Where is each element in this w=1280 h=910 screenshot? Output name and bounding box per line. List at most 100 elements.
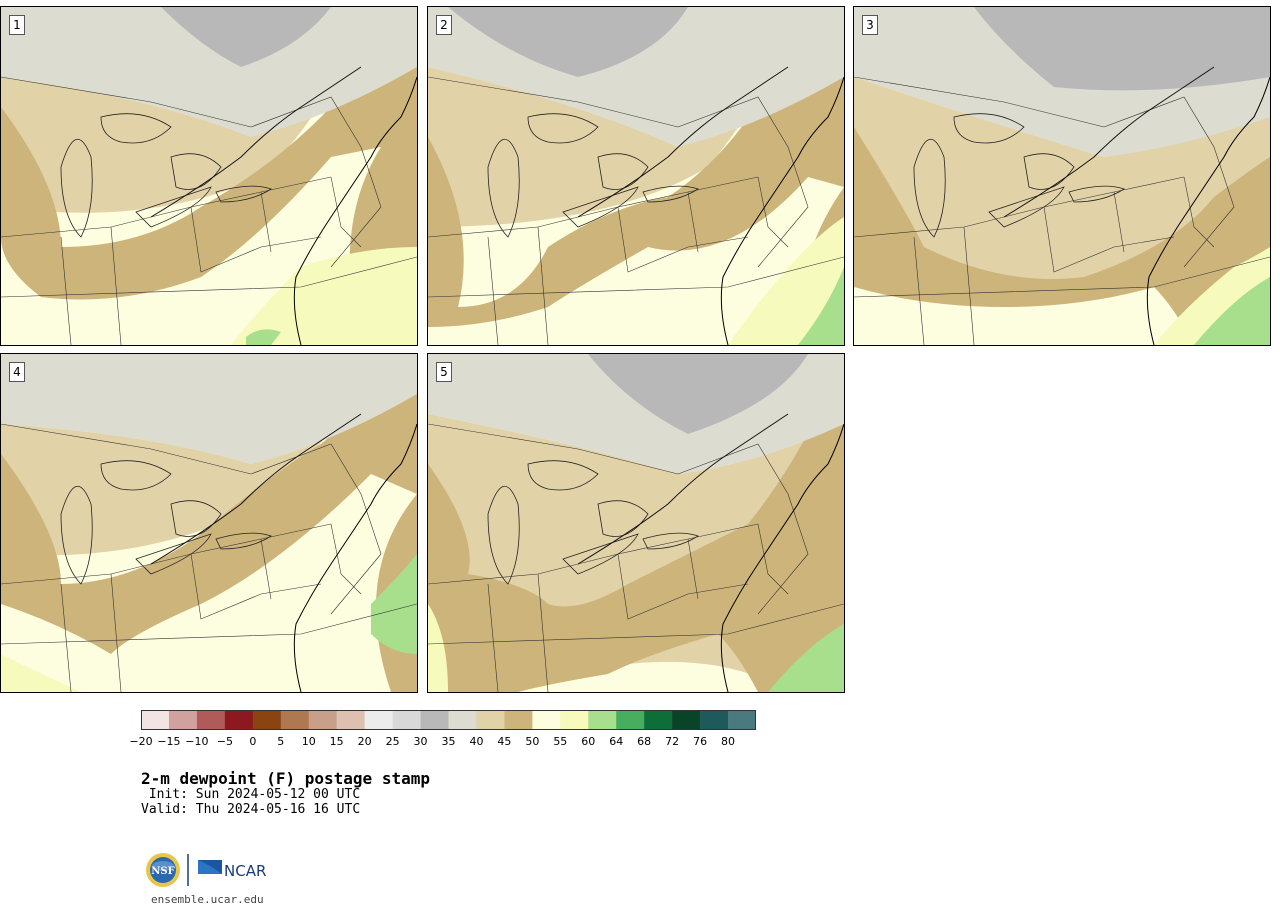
colorbar-tick-label: 35 — [441, 735, 456, 748]
colorbar-tick-label: −15 — [157, 735, 181, 748]
colorbar-tick-label: 25 — [385, 735, 400, 748]
state-border — [190, 553, 322, 620]
init-time: Init: Sun 2024-05-12 00 UTC — [141, 787, 361, 802]
state-border — [537, 226, 549, 345]
lake-outline — [1068, 185, 1125, 203]
website-url: ensemble.ucar.edu — [151, 893, 264, 906]
colorbar-tick-label: 76 — [693, 735, 708, 748]
colorbar-tick-label: 0 — [249, 735, 257, 748]
coastline — [1146, 76, 1270, 345]
lake-outline — [170, 153, 222, 190]
state-border — [60, 583, 72, 692]
dewpoint-map-1 — [1, 7, 417, 345]
valid-time: Valid: Thu 2024-05-16 16 UTC — [141, 802, 361, 817]
colorbar-tick-label: 40 — [469, 735, 484, 748]
dewpoint-45-region — [428, 7, 844, 345]
colorbar-tick-label: −20 — [129, 735, 153, 748]
lake-outline — [100, 460, 172, 491]
dewpoint-map-5 — [428, 354, 844, 692]
colorbar-swatch — [476, 710, 505, 730]
state-border — [110, 226, 122, 345]
lake-outline — [215, 185, 272, 203]
lake-outline — [135, 186, 212, 228]
colorbar-swatch — [672, 710, 701, 730]
colorbar-tick-label: 50 — [525, 735, 540, 748]
dewpoint-30-region — [161, 7, 331, 67]
colorbar-tick-label: 20 — [357, 735, 372, 748]
panel-number-label: 5 — [436, 362, 452, 382]
dewpoint-40-region — [1, 354, 417, 556]
colorbar-swatch — [700, 710, 729, 730]
colorbar-tick-label: 55 — [553, 735, 568, 748]
map-panel-3: 3 — [853, 6, 1271, 346]
dewpoint-60-region — [768, 624, 844, 692]
dewpoint-40-region — [1, 7, 417, 213]
nsf-ncar-logo: NSF NCAR — [146, 853, 266, 887]
lake-outline — [527, 460, 599, 491]
st-lawrence-river — [1003, 66, 1215, 218]
colorbar-tick-label: 45 — [497, 735, 512, 748]
dewpoint-40-region — [854, 7, 1270, 287]
lake-outline — [170, 500, 222, 537]
colorbar-tick-label: −10 — [185, 735, 209, 748]
st-lawrence-river — [150, 413, 362, 565]
lake-outline — [487, 485, 520, 585]
colorbar-swatch — [448, 710, 477, 730]
state-border — [250, 96, 382, 268]
dewpoint-30-region — [448, 7, 688, 77]
state-border — [428, 423, 679, 475]
state-border — [757, 176, 789, 248]
dewpoint-55-region — [231, 247, 417, 345]
colorbar-swatch — [364, 710, 393, 730]
lake-outline — [988, 186, 1065, 228]
colorbar-tick-label: 80 — [721, 735, 736, 748]
colorbar-tick-label: 64 — [609, 735, 624, 748]
coastline — [720, 423, 844, 692]
lake-outline — [597, 500, 649, 537]
state-border — [1043, 206, 1175, 273]
colorbar-tick-label: 5 — [277, 735, 285, 748]
st-lawrence-river — [150, 66, 362, 218]
lake-outline — [60, 138, 93, 238]
ncar-text: NCAR — [224, 862, 266, 880]
st-lawrence-river — [577, 66, 789, 218]
st-lawrence-river — [577, 413, 789, 565]
state-border — [428, 603, 844, 645]
state-border — [190, 206, 322, 273]
state-border — [250, 443, 382, 615]
colorbar-swatch — [308, 710, 337, 730]
dewpoint-30-region — [588, 354, 808, 434]
colorbar-swatch — [532, 710, 561, 730]
dewpoint-map-3 — [854, 7, 1270, 345]
state-border — [854, 76, 1105, 128]
dewpoint-60-region — [798, 267, 844, 345]
state-border — [428, 76, 679, 128]
dewpoint-40-region — [428, 7, 844, 227]
colorbar-tick-label: 68 — [637, 735, 652, 748]
dewpoint-map-4 — [1, 354, 417, 692]
colorbar-swatch — [336, 710, 365, 730]
state-border — [1183, 176, 1215, 248]
state-border — [1, 256, 417, 298]
state-border — [677, 443, 809, 615]
colorbar — [141, 710, 756, 730]
lake-outline — [1023, 153, 1075, 190]
colorbar-swatch — [644, 710, 673, 730]
colorbar-swatch — [224, 710, 254, 730]
colorbar-swatch — [196, 710, 226, 730]
dewpoint-55-region — [1, 654, 81, 692]
dewpoint-35-region — [1, 354, 417, 464]
state-border — [330, 523, 362, 595]
dewpoint-55-region — [728, 217, 844, 345]
nsf-text: NSF — [151, 866, 174, 877]
state-border — [687, 538, 699, 600]
lake-outline — [215, 532, 272, 550]
dewpoint-map-2 — [428, 7, 844, 345]
colorbar-tick-label: 30 — [413, 735, 428, 748]
lake-outline — [60, 485, 93, 585]
state-border — [330, 176, 362, 248]
dewpoint-60-region — [371, 554, 417, 654]
state-border — [1113, 191, 1125, 253]
lake-outline — [100, 113, 172, 144]
dewpoint-55-region — [428, 604, 448, 692]
